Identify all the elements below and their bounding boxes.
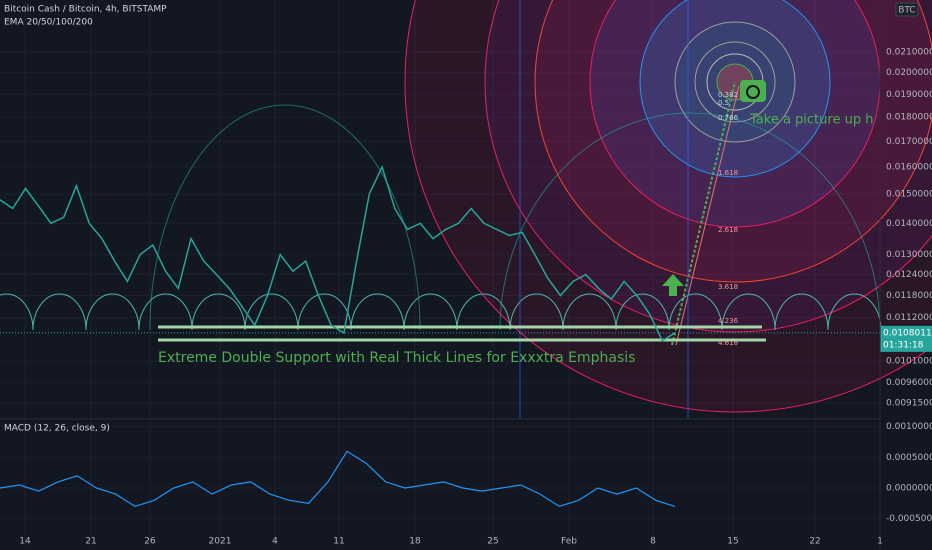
fib-label: 1.618 bbox=[718, 169, 738, 177]
fib-label: 0.382 bbox=[718, 91, 738, 99]
x-tick-label: 26 bbox=[144, 537, 156, 547]
countdown: 01:31:18 bbox=[883, 340, 924, 350]
last-price-label: 0.01080110 bbox=[883, 328, 932, 338]
last-price-box bbox=[880, 325, 932, 352]
badge[interactable] bbox=[895, 2, 919, 17]
marks bbox=[0, 164, 932, 508]
x-tick-label: 22 bbox=[809, 537, 820, 547]
y-tick-label: 0.00000000 bbox=[886, 484, 932, 494]
symbol-title: Bitcoin Cash / Bitcoin, 4h, BITSTAMP bbox=[4, 5, 167, 15]
x-tick-label: 8 bbox=[650, 537, 656, 547]
currency-badge[interactable]: BTC bbox=[898, 6, 915, 16]
price-line bbox=[0, 164, 676, 342]
cycle-arc bbox=[615, 293, 670, 331]
cycle-arc bbox=[138, 293, 193, 331]
picture-annotation: Take a picture up h bbox=[749, 113, 873, 128]
cycle-arc bbox=[0, 293, 34, 331]
camera-icon bbox=[740, 80, 766, 102]
fib-circle bbox=[534, 0, 932, 283]
support-annotation: Extreme Double Support with Real Thick L… bbox=[158, 350, 635, 366]
x-tick-label: Feb bbox=[561, 537, 577, 547]
x-tick-label: 2021 bbox=[209, 537, 232, 547]
fib-circle bbox=[484, 0, 932, 333]
fib-circle bbox=[404, 0, 932, 413]
cycle-arc bbox=[191, 293, 246, 331]
cycle-arc bbox=[827, 293, 882, 331]
cycle-arc bbox=[562, 293, 617, 331]
x-tick-label: 18 bbox=[409, 537, 421, 547]
fib-label: 0.5 bbox=[718, 99, 729, 107]
x-tick-label: 25 bbox=[487, 537, 498, 547]
x-tick-label: 1 bbox=[877, 537, 883, 547]
cycle-arc bbox=[297, 293, 352, 331]
x-tick-label: 21 bbox=[85, 537, 96, 547]
x-tick-label: 4 bbox=[272, 537, 278, 547]
cycle-arc bbox=[509, 293, 564, 331]
cycle-arc bbox=[456, 293, 511, 331]
big-arc bbox=[499, 112, 881, 331]
fib-label: 3.618 bbox=[718, 283, 738, 291]
cycle-arc bbox=[774, 293, 829, 331]
x-tick-label: 15 bbox=[727, 537, 738, 547]
camera-lens bbox=[746, 85, 760, 99]
cycle-arc bbox=[350, 293, 405, 331]
cycle-arc bbox=[85, 293, 140, 331]
fib-circle bbox=[694, 41, 776, 123]
fib-trend bbox=[671, 81, 736, 346]
macd-label: MACD (12, 26, close, 9) bbox=[4, 424, 110, 434]
indicator-label: EMA 20/50/100/200 bbox=[4, 18, 93, 28]
fib-label: 4.618 bbox=[718, 339, 738, 347]
macd-line bbox=[0, 450, 676, 508]
arrow-icon bbox=[662, 274, 684, 296]
cycle-arc bbox=[668, 293, 723, 331]
cycle-arc bbox=[32, 293, 87, 331]
fib-label: 0.786 bbox=[718, 114, 739, 122]
x-tick-label: 14 bbox=[19, 537, 31, 547]
fib-trend bbox=[675, 85, 740, 346]
x-tick-label: 11 bbox=[333, 537, 344, 547]
cycle-arc bbox=[721, 293, 776, 331]
fib-label: 2.618 bbox=[718, 226, 738, 234]
cycle-arc bbox=[403, 293, 458, 331]
fib-label: 4.236 bbox=[718, 317, 739, 325]
